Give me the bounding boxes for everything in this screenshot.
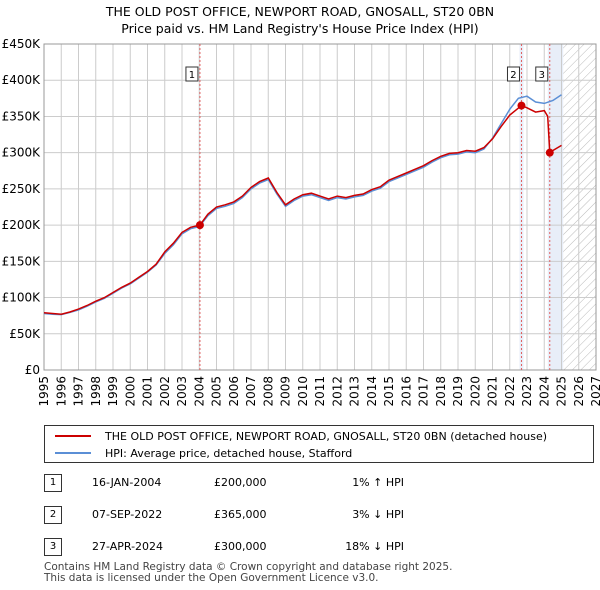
legend-label-property: THE OLD POST OFFICE, NEWPORT ROAD, GNOSA… (105, 429, 548, 443)
sale-row: 1 16-JAN-2004 £200,000 1% ↑ HPI (44, 474, 504, 492)
x-tick-label: 1998 (89, 376, 103, 407)
sale-price: £300,000 (214, 540, 267, 553)
x-tick-label: 2001 (141, 376, 155, 407)
x-tick-label: 2009 (279, 376, 293, 407)
x-tick-label: 2023 (520, 376, 534, 407)
y-tick-label: £250K (2, 182, 42, 196)
y-tick-label: £0 (25, 363, 40, 377)
x-tick-label: 1999 (106, 376, 120, 407)
sale-date: 07-SEP-2022 (92, 508, 163, 521)
x-tick-label: 2020 (468, 376, 482, 407)
x-tick-label: 2018 (434, 376, 448, 407)
sale-hpi-diff: 18% ↓ HPI (345, 540, 404, 553)
sale-label-box (185, 66, 199, 82)
sale-label-box (506, 66, 520, 82)
sale-label-box (535, 66, 549, 82)
x-tick-label: 2027 (589, 376, 600, 407)
sale-label-number: 1 (189, 70, 195, 81)
x-tick-label: 2006 (227, 376, 241, 407)
sale-price: £365,000 (214, 508, 267, 521)
sale-price: £200,000 (214, 476, 267, 489)
chart-title: THE OLD POST OFFICE, NEWPORT ROAD, GNOSA… (105, 4, 495, 19)
legend-item-property: THE OLD POST OFFICE, NEWPORT ROAD, GNOSA… (55, 428, 547, 444)
y-tick-label: £300K (2, 146, 42, 160)
x-tick-label: 2003 (175, 376, 189, 407)
legend-label-hpi: HPI: Average price, detached house, Staf… (105, 446, 353, 460)
x-tick-label: 2004 (192, 376, 206, 407)
x-tick-label: 2008 (261, 376, 275, 407)
sale-number-badge: 2 (44, 506, 62, 524)
x-tick-label: 2013 (348, 376, 362, 407)
sale-hpi-diff: 1% ↑ HPI (352, 476, 404, 489)
legend-swatch-property (55, 435, 91, 437)
forecast-region (563, 44, 596, 370)
legend-item-hpi: HPI: Average price, detached house, Staf… (55, 445, 352, 461)
footer-copyright: Contains HM Land Registry data © Crown c… (44, 561, 453, 573)
x-tick-label: 2022 (503, 376, 517, 407)
sale-date: 27-APR-2024 (92, 540, 164, 553)
footer-license: This data is licensed under the Open Gov… (44, 572, 379, 584)
sale-highlight-band (547, 44, 564, 370)
y-tick-label: £150K (2, 254, 42, 268)
x-tick-label: 2026 (572, 376, 586, 407)
y-tick-label: £100K (2, 291, 42, 305)
sale-point (545, 148, 554, 157)
sale-number-badge: 3 (44, 538, 62, 556)
x-tick-label: 2007 (244, 376, 258, 407)
legend-swatch-hpi (55, 452, 91, 454)
sale-date: 16-JAN-2004 (92, 476, 162, 489)
sale-highlight-band (519, 44, 524, 370)
chart-subtitle: Price paid vs. HM Land Registry's House … (121, 21, 479, 36)
sale-row: 2 07-SEP-2022 £365,000 3% ↓ HPI (44, 506, 504, 524)
y-tick-label: £50K (9, 327, 41, 341)
x-tick-label: 2010 (296, 376, 310, 407)
y-tick-label: £200K (2, 218, 42, 232)
x-tick-label: 2017 (417, 376, 431, 407)
sale-label-number: 2 (510, 70, 516, 81)
x-tick-label: 2011 (313, 376, 327, 407)
legend: THE OLD POST OFFICE, NEWPORT ROAD, GNOSA… (44, 425, 594, 463)
x-tick-label: 2021 (486, 376, 500, 407)
y-tick-label: £350K (2, 109, 42, 123)
x-tick-label: 2002 (158, 376, 172, 407)
x-tick-label: 1995 (37, 376, 51, 407)
x-tick-label: 2014 (365, 376, 379, 407)
x-tick-label: 2015 (382, 376, 396, 407)
x-tick-label: 2000 (123, 376, 137, 407)
plot-border (43, 43, 597, 371)
sale-point (517, 101, 526, 110)
y-tick-label: £400K (2, 73, 42, 87)
x-tick-label: 2019 (451, 376, 465, 407)
y-tick-label: £450K (2, 37, 42, 51)
x-tick-label: 2025 (555, 376, 569, 407)
x-tick-label: 2016 (399, 376, 413, 407)
footer: Contains HM Land Registry data © Crown c… (44, 562, 452, 584)
x-tick-label: 2024 (537, 376, 551, 407)
x-tick-label: 2012 (330, 376, 344, 407)
sale-number-badge: 1 (44, 474, 62, 492)
x-tick-label: 1996 (54, 376, 68, 407)
price-chart: £0 £50K £100K £150K £200K £250K £300K £350K £400… (2, 37, 600, 407)
series-line-property (43, 104, 562, 315)
sale-hpi-diff: 3% ↓ HPI (352, 508, 404, 521)
sale-point (195, 221, 204, 230)
sale-label-number: 3 (539, 70, 545, 81)
x-tick-label: 2005 (210, 376, 224, 407)
sale-row: 3 27-APR-2024 £300,000 18% ↓ HPI (44, 538, 504, 556)
x-tick-label: 1997 (72, 376, 86, 407)
